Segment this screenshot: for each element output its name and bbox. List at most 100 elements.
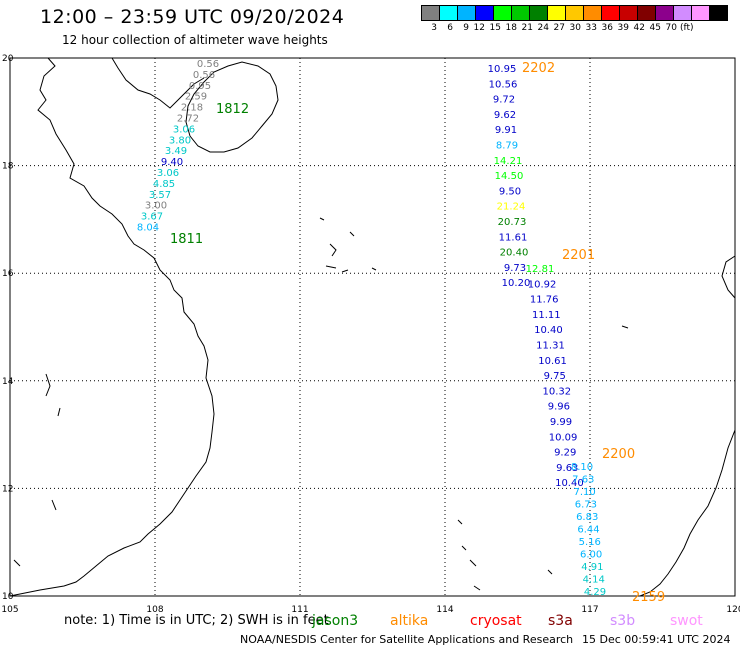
x-tick-label: 111: [291, 605, 308, 615]
satellite-key-s3b: s3b: [610, 613, 636, 629]
y-tick-label: 12: [2, 484, 13, 494]
y-tick-label: 14: [2, 377, 14, 387]
track-time-label: 2201: [562, 248, 595, 263]
wave-height-value: 9.96: [548, 402, 570, 413]
wave-height-value: 12.81: [526, 264, 555, 275]
wave-height-value: 11.76: [530, 295, 559, 306]
wave-height-value: 10.92: [528, 279, 557, 290]
wave-height-value: 9.40: [161, 157, 183, 168]
track-time-label: 2202: [522, 61, 555, 76]
wave-height-value: 6.83: [576, 512, 598, 523]
legend-label: 12: [473, 23, 485, 33]
wave-height-value: 9.99: [550, 417, 572, 428]
satellite-key-swot: swot: [670, 613, 703, 629]
legend-label: 30: [569, 23, 581, 33]
track-time-label: 1811: [170, 232, 203, 247]
satellite-key-altika: altika: [390, 613, 429, 629]
wave-height-value: 10.32: [542, 386, 571, 397]
footnote: note: 1) Time is in UTC; 2) SWH is in fe…: [64, 613, 329, 628]
wave-height-value: 0.95: [189, 81, 211, 92]
wave-height-value: 3.06: [157, 168, 179, 179]
wave-height-value: 0.56: [197, 59, 219, 70]
track-1811: 1811: [170, 232, 203, 247]
satellite-key-cryosat: cryosat: [470, 613, 522, 629]
wave-height-value: 10.95: [488, 64, 517, 75]
coastline-gulf: [111, 57, 205, 109]
wave-height-value: 11.11: [532, 310, 561, 321]
generated-timestamp: 15 Dec 00:59:41 UTC 2024: [582, 633, 731, 646]
wave-height-value: 0.56: [193, 70, 215, 81]
x-tick-label: 114: [436, 605, 453, 615]
wave-height-value: 3.57: [149, 190, 171, 201]
satellite-key-s3a: s3a: [548, 613, 573, 629]
x-tick-label: 105: [1, 605, 18, 615]
legend-label: 45: [649, 23, 661, 33]
legend-label: 9: [463, 23, 469, 33]
wave-height-value: 21.24: [497, 202, 526, 213]
legend-swatches: [421, 5, 728, 21]
map-frame: [9, 57, 736, 597]
wave-height-value: 6.73: [575, 500, 597, 511]
x-tick-label: 120: [726, 605, 740, 615]
legend-unit: (ft): [680, 23, 694, 33]
track-2201: 12.81 10.92 11.76 11.11 10.40 11.31 10.61 9.75 1…: [526, 248, 595, 489]
wave-height-value: 10.40: [555, 478, 584, 489]
track-time-label: 2159: [632, 590, 665, 605]
wave-height-value: 10.40: [534, 325, 563, 336]
spratly-islands: [457, 325, 629, 591]
track-time-label: 2200: [602, 447, 635, 462]
wave-height-value: 8.79: [496, 141, 518, 152]
wave-height-value: 10.09: [549, 432, 578, 443]
y-tick-label: 20: [2, 54, 14, 64]
coastline-mainland: [9, 57, 215, 597]
coastline-islands-west: [13, 373, 61, 567]
credit-line: NOAA/NESDIS Center for Satellite Applica…: [240, 633, 574, 646]
hainan-island: [185, 61, 279, 153]
legend-label: 36: [601, 23, 613, 33]
legend-label: 39: [617, 23, 629, 33]
wave-height-value: 4.29: [584, 587, 606, 598]
map-title: 12:00 – 23:59 UTC 09/20/2024: [40, 6, 345, 28]
wave-height-value: 4.14: [583, 575, 605, 586]
wave-height-value: 11.61: [499, 232, 528, 243]
wave-height-value: 10.61: [538, 356, 567, 367]
wave-height-value: 2.72: [177, 114, 199, 125]
wave-height-value: 3.80: [169, 135, 191, 146]
x-tick-label: 108: [146, 605, 163, 615]
track-1812: 0.560.560.952.592.182.723.063.803.499.40…: [137, 59, 249, 234]
wave-height-value: 5.16: [579, 537, 601, 548]
track-2159: 2159: [632, 590, 665, 605]
legend-label: 6: [447, 23, 453, 33]
x-tick-label: 117: [581, 605, 598, 615]
satellite-key-jason3: jason3: [312, 613, 359, 629]
wave-height-value: 8.10: [571, 462, 593, 473]
wave-height-value: 9.72: [493, 95, 515, 106]
wave-height-value: 14.50: [495, 171, 524, 182]
wave-height-value: 20.40: [500, 248, 529, 259]
wave-height-value: 9.29: [554, 448, 576, 459]
wave-height-value: 9.91: [495, 125, 517, 136]
legend-label: 15: [489, 23, 501, 33]
wave-height-value: 2.18: [181, 103, 203, 114]
wave-height-value: 9.50: [499, 186, 521, 197]
legend-label: 18: [505, 23, 517, 33]
wave-height-legend: 3 6 9 12 15 18 21 24 27 30 33 36 39 42 45 70 (ft): [421, 5, 728, 33]
legend-label: 70: [665, 23, 677, 33]
legend-label: 21: [521, 23, 533, 33]
wave-height-value: 9.73: [504, 263, 526, 274]
legend-label: 24: [537, 23, 549, 33]
map-subtitle: 12 hour collection of altimeter wave hei…: [62, 33, 328, 47]
wave-height-value: 9.63: [556, 463, 578, 474]
wave-height-value: 3.06: [173, 124, 195, 135]
wave-height-value: 3.00: [145, 201, 167, 212]
lat-lon-grid: [10, 58, 735, 596]
paracel-islands: [319, 217, 377, 273]
wave-height-value: 2.59: [185, 92, 207, 103]
wave-height-value: 4.91: [581, 562, 603, 573]
altimeter-tracks: 0.560.560.952.592.182.723.063.803.499.40…: [137, 59, 665, 605]
legend-label: 27: [553, 23, 565, 33]
wave-height-value: 10.20: [502, 278, 531, 289]
legend-label: 3: [431, 23, 437, 33]
legend-label: 33: [585, 23, 597, 33]
